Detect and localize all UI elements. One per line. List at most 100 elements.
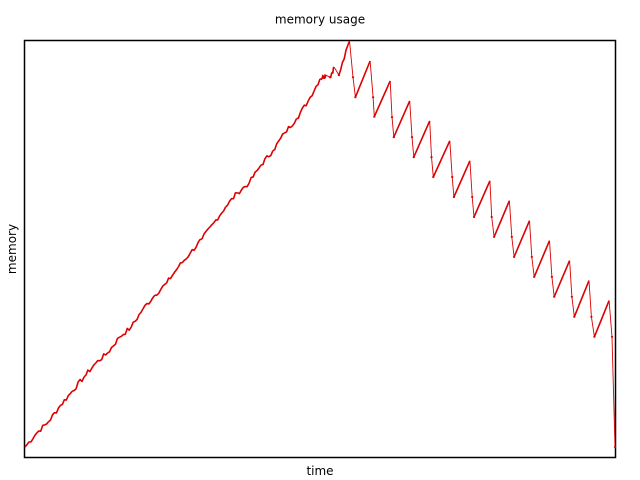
series-rise-segment	[593, 300, 610, 338]
series-rise-segment	[83, 362, 97, 378]
series-rise-segment	[260, 150, 274, 166]
x-axis-label: time	[306, 464, 333, 478]
series-drop-segment	[511, 236, 515, 257]
series-rise-segment	[473, 180, 491, 218]
series-drop-segment	[429, 120, 432, 158]
data-point	[530, 255, 533, 258]
series-rise-segment	[432, 140, 451, 178]
data-point	[570, 295, 574, 298]
data-point	[610, 335, 614, 338]
series-rise-segment	[272, 132, 286, 152]
chart-title: memory usage	[275, 13, 365, 27]
data-point	[430, 156, 433, 159]
data-point	[354, 96, 357, 99]
series-drop-segment	[569, 260, 573, 297]
series-drop-segment	[391, 117, 395, 138]
series-drop-segment	[409, 100, 413, 138]
series-rise-segment	[284, 118, 298, 134]
data-point	[337, 74, 340, 77]
series-drop-segment	[469, 160, 473, 198]
data-point	[553, 295, 556, 298]
data-point	[392, 136, 395, 139]
data-point	[351, 76, 355, 79]
series-rise-segment	[493, 200, 511, 238]
series-drop-segment	[411, 137, 415, 158]
data-point	[451, 175, 454, 179]
series-drop-segment	[608, 300, 613, 337]
series-rise-segment	[237, 182, 250, 195]
series-rise-segment	[119, 326, 132, 338]
data-point	[432, 175, 435, 179]
series-drop-segment	[449, 140, 453, 178]
series-rise-segment	[453, 160, 471, 198]
series-drop-segment	[529, 220, 533, 257]
series-drop-segment	[549, 240, 553, 277]
series-rise-segment	[248, 164, 262, 184]
series-drop-segment	[551, 276, 555, 297]
series-layer	[24, 40, 617, 449]
data-point	[471, 195, 474, 199]
series-drop-segment	[508, 200, 513, 237]
data-point	[372, 96, 375, 99]
series-rise-segment	[36, 421, 50, 434]
y-axis-label: memory	[5, 224, 19, 274]
data-point	[510, 235, 513, 238]
series-drop-segment	[471, 196, 475, 218]
data-point	[573, 315, 576, 318]
series-rise-segment	[201, 222, 215, 240]
series-rise-segment	[307, 78, 321, 102]
series-rise-segment	[533, 240, 551, 278]
series-drop-segment	[611, 336, 616, 448]
series-rise-segment	[319, 74, 325, 80]
series-rise-segment	[177, 252, 191, 268]
data-point	[590, 315, 593, 318]
series-rise-segment	[296, 100, 309, 120]
series-rise-segment	[48, 404, 62, 423]
series-drop-segment	[372, 97, 375, 117]
series-drop-segment	[531, 256, 535, 277]
series-rise-segment	[71, 376, 85, 393]
series-rise-segment	[60, 390, 73, 407]
data-point	[452, 195, 455, 199]
data-point	[513, 255, 516, 258]
series-drop-segment	[389, 80, 393, 118]
series-rise-segment	[573, 280, 590, 318]
series-rise-segment	[513, 220, 531, 258]
series-rise-segment	[213, 206, 227, 224]
data-point	[533, 275, 536, 278]
series-rise-segment	[130, 308, 144, 328]
series-rise-segment	[323, 74, 327, 79]
data-point	[373, 115, 376, 118]
data-point	[472, 215, 476, 219]
series-drop-segment	[489, 180, 493, 218]
data-point	[410, 136, 414, 139]
series-drop-segment	[431, 157, 434, 178]
data-point	[390, 116, 394, 119]
series-rise-segment	[329, 66, 335, 79]
data-point	[493, 235, 496, 238]
series-drop-segment	[451, 176, 455, 198]
series-drop-segment	[352, 77, 356, 98]
series-drop-segment	[491, 216, 495, 237]
data-point	[550, 275, 554, 278]
plot-area	[23, 39, 617, 459]
data-point	[328, 76, 332, 79]
data-point	[593, 335, 596, 338]
series-rise-segment	[107, 336, 120, 354]
series-rise-segment	[225, 192, 238, 208]
series-rise-segment	[24, 432, 38, 448]
series-rise-segment	[413, 120, 431, 158]
series-rise-segment	[393, 100, 411, 138]
series-rise-segment	[338, 40, 351, 76]
series-rise-segment	[154, 282, 168, 297]
series-rise-segment	[95, 352, 109, 364]
series-rise-segment	[165, 266, 180, 284]
series-rise-segment	[142, 294, 156, 310]
series-drop-segment	[333, 66, 340, 76]
series-rise-segment	[553, 260, 571, 298]
series-rise-segment	[373, 80, 391, 118]
series-drop-segment	[349, 40, 354, 78]
series-drop-segment	[588, 280, 592, 317]
